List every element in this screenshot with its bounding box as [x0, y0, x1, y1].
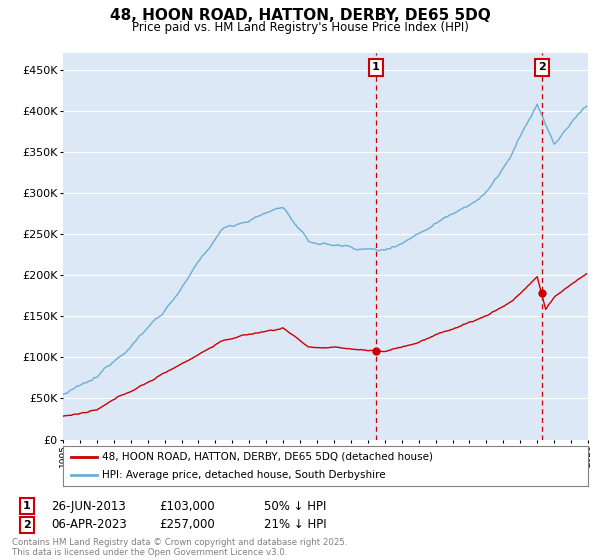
Text: £103,000: £103,000 — [159, 500, 215, 513]
Text: 48, HOON ROAD, HATTON, DERBY, DE65 5DQ: 48, HOON ROAD, HATTON, DERBY, DE65 5DQ — [110, 8, 490, 24]
Text: 21% ↓ HPI: 21% ↓ HPI — [264, 518, 326, 531]
Text: 2: 2 — [538, 63, 545, 72]
Text: Contains HM Land Registry data © Crown copyright and database right 2025.
This d: Contains HM Land Registry data © Crown c… — [12, 538, 347, 557]
Text: 48, HOON ROAD, HATTON, DERBY, DE65 5DQ (detached house): 48, HOON ROAD, HATTON, DERBY, DE65 5DQ (… — [103, 452, 433, 461]
Text: £257,000: £257,000 — [159, 518, 215, 531]
Text: HPI: Average price, detached house, South Derbyshire: HPI: Average price, detached house, Sout… — [103, 470, 386, 480]
Text: 50% ↓ HPI: 50% ↓ HPI — [264, 500, 326, 513]
Text: 06-APR-2023: 06-APR-2023 — [51, 518, 127, 531]
Text: 26-JUN-2013: 26-JUN-2013 — [51, 500, 126, 513]
Text: 1: 1 — [23, 501, 31, 511]
Text: 1: 1 — [372, 63, 380, 72]
Text: 2: 2 — [23, 520, 31, 530]
Text: Price paid vs. HM Land Registry's House Price Index (HPI): Price paid vs. HM Land Registry's House … — [131, 21, 469, 34]
